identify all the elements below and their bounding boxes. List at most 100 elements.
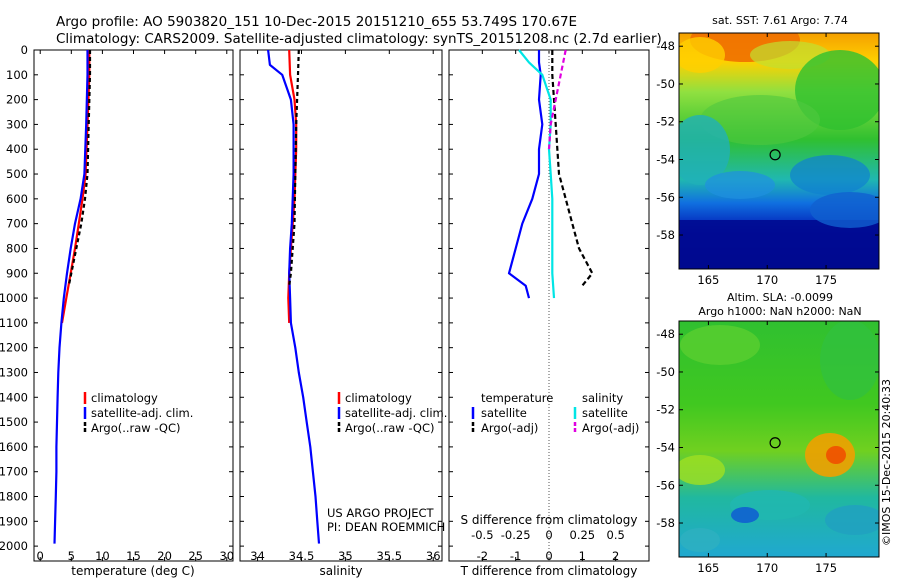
s-diff-tick-label: 0.5	[607, 528, 625, 542]
depth-tick-label: 1500	[0, 415, 28, 429]
legend-title-temperature: temperature	[481, 391, 553, 405]
salinity-legend: climatology satellite-adj. clim. Argo(..…	[337, 391, 447, 435]
depth-tick-label: 1000	[0, 291, 28, 305]
copyright-label: ©IMOS 15-Dec-2015 20:40:33	[880, 379, 893, 546]
depth-tick-label: 700	[6, 217, 28, 231]
sla-map-title2: Argo h1000: NaN h2000: NaN	[698, 305, 861, 318]
map-lon-tick-label: 165	[697, 273, 719, 287]
x-tick-label: 2	[612, 549, 619, 563]
series-line-temperature-argo-adj	[551, 50, 594, 287]
depth-tick-label: 100	[6, 68, 28, 82]
x-tick-label: 5	[68, 549, 75, 563]
map-lat-tick-label: -58	[656, 228, 675, 242]
x-tick-label: -1	[510, 549, 521, 563]
series-line-salinity-satellite	[518, 49, 556, 299]
x-tick-label: 30	[219, 549, 234, 563]
legend-label-climatology: climatology	[91, 391, 158, 405]
legend-label-temp-argo: Argo(-adj)	[481, 421, 538, 435]
legend-label-satellite: satellite-adj. clim.	[345, 406, 447, 420]
map-lon-tick-label: 165	[697, 561, 719, 575]
map-lat-tick-label: -50	[656, 77, 675, 91]
x-tick-label: 0	[545, 549, 552, 563]
salinity-xlabel: salinity	[319, 564, 362, 578]
sla-map-axes: 165 170 175 -48 -50 -52 -54 -56 -58	[656, 321, 879, 575]
depth-tick-label: 900	[6, 266, 28, 280]
x-tick-label: 34.5	[289, 549, 315, 563]
temperature-xlabel: temperature (deg C)	[71, 564, 194, 578]
figure-title-line2: Climatology: CARS2009. Satellite-adjuste…	[56, 31, 662, 47]
sst-map-title: sat. SST: 7.61 Argo: 7.74	[712, 14, 848, 27]
depth-tick-label: 2000	[0, 539, 28, 553]
legend-label-satellite: satellite-adj. clim.	[91, 406, 193, 420]
depth-tick-label: 800	[6, 241, 28, 255]
legend-label-argo: Argo(..raw -QC)	[345, 421, 435, 435]
depth-tick-label: 500	[6, 167, 28, 181]
depth-tick-label: 0	[21, 43, 28, 57]
s-diff-tick-label: 0.25	[570, 528, 596, 542]
map-lat-tick-label: -56	[656, 478, 675, 492]
figure-title-line1: Argo profile: AO 5903820_151 10-Dec-2015…	[56, 14, 577, 30]
x-tick-label: 25	[188, 549, 203, 563]
map-lon-tick-label: 170	[756, 273, 778, 287]
series-line-salinity-argo-adj	[547, 49, 567, 150]
map-lat-tick-label: -58	[656, 516, 675, 530]
depth-tick-label: 200	[6, 93, 28, 107]
map-lat-tick-label: -56	[656, 190, 675, 204]
depth-tick-label: 1200	[0, 341, 28, 355]
sla-map-title1: Altim. SLA: -0.0099	[727, 291, 833, 304]
depth-tick-label: 1600	[0, 440, 28, 454]
map-lat-tick-label: -54	[656, 440, 675, 454]
legend-label-sal-satellite: satellite	[582, 406, 628, 420]
legend-label-temp-satellite: satellite	[481, 406, 527, 420]
depth-tick-label: 1900	[0, 514, 28, 528]
argo-float-marker	[769, 149, 781, 161]
depth-tick-label: 1800	[0, 490, 28, 504]
legend-label-climatology: climatology	[345, 391, 412, 405]
difference-panel: -2 -1 0 1 2 -0.5 -0.25 0 0.25 0.5	[471, 49, 625, 563]
x-tick-label: 0	[37, 549, 44, 563]
salinity-panel-frame	[239, 49, 443, 562]
map-lat-tick-label: -54	[656, 152, 675, 166]
depth-tick-label: 300	[6, 117, 28, 131]
salinity-panel: 34 34.5 35 35.5 36	[250, 49, 441, 563]
series-line-argo-raw-qc	[67, 50, 92, 286]
depth-tick-label: 1300	[0, 365, 28, 379]
depth-tick-label: 1400	[0, 390, 28, 404]
x-tick-label: 15	[126, 549, 141, 563]
x-tick-label: 35	[338, 549, 353, 563]
depth-tick-label: 1100	[0, 316, 28, 330]
s-difference-xlabel: S difference from climatology	[461, 513, 638, 527]
s-diff-tick-label: -0.25	[501, 528, 531, 542]
x-tick-label: 10	[95, 549, 110, 563]
s-diff-tick-label: -0.5	[471, 528, 493, 542]
sst-map-axes: 165 170 175 -48 -50 -52 -54 -56 -58	[656, 33, 879, 287]
t-difference-xlabel: T difference from climatology	[460, 564, 638, 578]
map-lat-tick-label: -50	[656, 365, 675, 379]
map-lon-tick-label: 175	[815, 561, 837, 575]
x-tick-label: 1	[579, 549, 586, 563]
map-lat-tick-label: -52	[656, 115, 675, 129]
temperature-legend: climatology satellite-adj. clim. Argo(..…	[83, 391, 193, 435]
map-lat-tick-label: -52	[656, 403, 675, 417]
legend-label-sal-argo: Argo(-adj)	[582, 421, 639, 435]
series-line-temperature-satellite	[507, 50, 544, 299]
legend-title-salinity: salinity	[582, 391, 623, 405]
x-tick-label: -2	[477, 549, 488, 563]
depth-tick-label: 600	[6, 192, 28, 206]
credit-pi: PI: DEAN ROEMMICH	[327, 520, 445, 534]
depth-tick-label: 1700	[0, 465, 28, 479]
sla-map-image	[679, 321, 879, 557]
map-lon-tick-label: 175	[815, 273, 837, 287]
sla-map-frame	[678, 320, 880, 558]
sst-map-image	[679, 33, 879, 269]
x-tick-label: 36	[426, 549, 441, 563]
difference-legend: temperature salinity satellite Argo(-adj…	[471, 391, 639, 435]
legend-label-argo: Argo(..raw -QC)	[91, 421, 181, 435]
series-line-satellite-adj-clim	[53, 50, 89, 544]
x-tick-label: 20	[157, 549, 172, 563]
s-diff-tick-label: 0	[545, 528, 552, 542]
credit-project: US ARGO PROJECT	[327, 506, 435, 520]
argo-float-marker	[769, 437, 781, 449]
sst-map-frame	[678, 32, 880, 270]
depth-axis: 0 100 200 300 400 500 600 700 800 900 1000 1100 1200…	[0, 43, 649, 553]
